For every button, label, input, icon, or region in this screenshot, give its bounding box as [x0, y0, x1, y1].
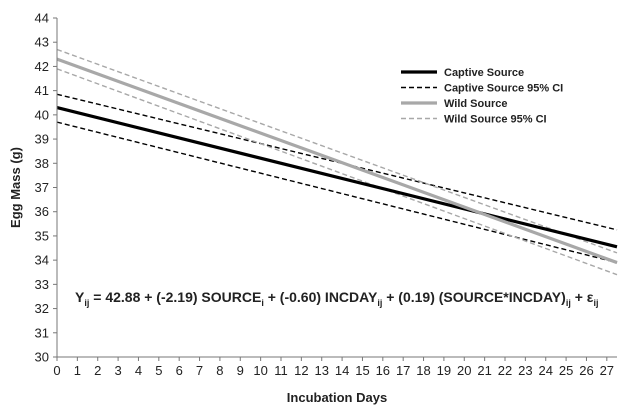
- y-tick-label: 43: [35, 35, 49, 50]
- series-line-ci-lower-5: [56, 68, 618, 276]
- equation-text: + (-0.60) INCDAY: [264, 289, 378, 305]
- y-axis-title: Egg Mass (g): [8, 147, 23, 228]
- series-line-ci-lower-2: [56, 121, 618, 264]
- equation-text: + ε: [571, 289, 594, 305]
- y-tick-label: 36: [35, 204, 49, 219]
- y-tick-labels: 30 31 32 33 34 35 36 37 38 39 40 41 42 43 44: [35, 11, 57, 365]
- x-tick-label: 15: [355, 363, 369, 378]
- series-line-wild-source-95-ci: [56, 48, 618, 254]
- legend-label: Wild Source 95% CI: [444, 114, 547, 126]
- x-tick-label: 20: [457, 363, 471, 378]
- x-axis-title: Incubation Days: [287, 390, 387, 405]
- x-tick-label: 6: [176, 363, 183, 378]
- equation-subscript: ij: [566, 298, 571, 308]
- x-tick-label: 16: [376, 363, 390, 378]
- equation-subscript: i: [261, 298, 264, 308]
- x-tick-label: 8: [216, 363, 223, 378]
- x-tick-label: 2: [94, 363, 101, 378]
- equation-text: Y: [75, 289, 85, 305]
- series-lines: [56, 48, 618, 276]
- x-tick-label: 21: [477, 363, 491, 378]
- legend: Captive Source Captive Source 95% CI Wild …: [401, 67, 563, 126]
- x-tick-label: 17: [396, 363, 410, 378]
- x-tick-label: 12: [294, 363, 308, 378]
- series-line-captive-source: [56, 106, 618, 249]
- x-tick-label: 24: [538, 363, 552, 378]
- axes: [56, 18, 617, 358]
- regression-equation: Yij = 42.88 + (-2.19) SOURCEi + (-0.60) …: [75, 289, 598, 308]
- x-tick-label: 19: [437, 363, 451, 378]
- equation-text: = 42.88 + (-2.19) SOURCE: [89, 289, 261, 305]
- x-tick-label: 25: [559, 363, 573, 378]
- y-tick-label: 35: [35, 228, 49, 243]
- equation-subscript: ij: [84, 298, 89, 308]
- x-tick-label: 13: [314, 363, 328, 378]
- x-tick-label: 4: [135, 363, 142, 378]
- x-tick-label: 7: [196, 363, 203, 378]
- y-tick-label: 34: [35, 253, 49, 268]
- x-tick-label: 5: [155, 363, 162, 378]
- y-tick-label: 40: [35, 107, 49, 122]
- x-tick-label: 3: [114, 363, 121, 378]
- y-tick-label: 31: [35, 325, 49, 340]
- y-tick-label: 37: [35, 180, 49, 195]
- x-tick-label: 10: [253, 363, 267, 378]
- equation-subscript: ij: [377, 298, 382, 308]
- x-tick-label: 0: [53, 363, 60, 378]
- x-tick-label: 26: [579, 363, 593, 378]
- y-tick-label: 33: [35, 277, 49, 292]
- y-tick-label: 32: [35, 301, 49, 316]
- legend-label: Captive Source 95% CI: [444, 83, 563, 95]
- legend-label: Captive Source: [444, 67, 524, 79]
- x-tick-label: 1: [74, 363, 81, 378]
- x-tick-label: 23: [518, 363, 532, 378]
- x-tick-label: 9: [237, 363, 244, 378]
- x-tick-labels: 0 1 2 3 4 5 6 7 8 9 10 11 12 13 14 15 16 17 18 19 20 21 22 23 24…: [53, 357, 614, 378]
- y-tick-label: 44: [35, 11, 49, 26]
- x-tick-label: 18: [416, 363, 430, 378]
- y-tick-label: 30: [35, 350, 49, 365]
- legend-label: Wild Source: [444, 98, 507, 110]
- equation-subscript: ij: [593, 298, 598, 308]
- equation-text: + (0.19) (SOURCE*INCDAY): [382, 289, 565, 305]
- x-tick-label: 22: [498, 363, 512, 378]
- series-line-wild-source: [56, 57, 618, 265]
- y-tick-label: 42: [35, 59, 49, 74]
- x-tick-label: 14: [335, 363, 349, 378]
- y-tick-label: 41: [35, 83, 49, 98]
- x-tick-label: 11: [274, 363, 288, 378]
- y-tick-label: 38: [35, 156, 49, 171]
- x-tick-label: 27: [600, 363, 614, 378]
- y-tick-label: 39: [35, 132, 49, 147]
